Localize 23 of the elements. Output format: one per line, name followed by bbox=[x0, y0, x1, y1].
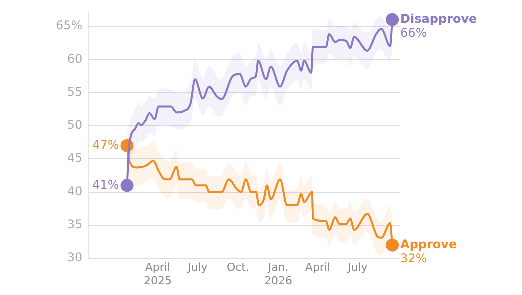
point bbox=[386, 13, 400, 26]
y-tick-label: 35 bbox=[67, 218, 83, 232]
point bbox=[120, 179, 134, 192]
y-tick-label: 65% bbox=[56, 18, 83, 33]
data-label: 41% bbox=[92, 178, 120, 192]
series-label: Approve bbox=[400, 237, 458, 252]
x-tick-label: Jan. 2026 bbox=[264, 261, 293, 288]
data-label: 47% bbox=[92, 138, 120, 152]
series-label: Disapprove bbox=[400, 12, 478, 26]
x-tick-label: July bbox=[347, 261, 368, 274]
x-tick-label: April 2025 bbox=[144, 261, 172, 288]
y-tick-label: 55 bbox=[67, 84, 83, 99]
data-label: 32% bbox=[400, 251, 428, 266]
x-tick-label: April bbox=[305, 261, 331, 274]
data-label: 66% bbox=[400, 26, 428, 40]
point bbox=[386, 238, 400, 252]
y-tick-label: 45 bbox=[67, 151, 83, 166]
x-tick-label: Oct. bbox=[226, 261, 250, 274]
y-tick-label: 30 bbox=[67, 250, 83, 265]
x-tick-label: July bbox=[186, 261, 208, 274]
y-tick-label: 40 bbox=[67, 184, 83, 198]
y-tick-label: 50 bbox=[67, 118, 83, 132]
y-tick-label: 60 bbox=[67, 52, 83, 66]
